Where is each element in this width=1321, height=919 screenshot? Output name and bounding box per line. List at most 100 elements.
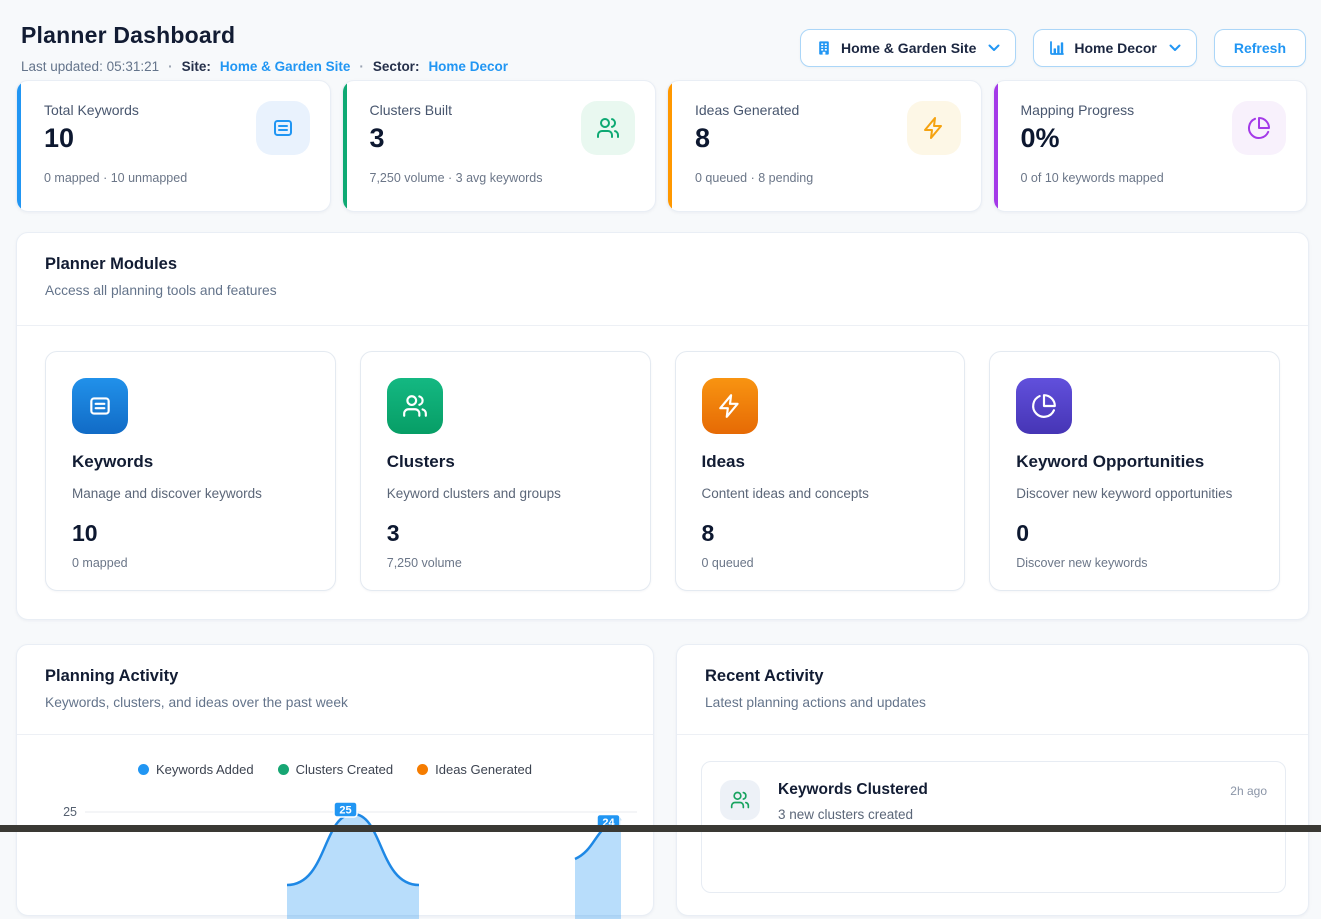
stat-subtext: 0 mapped · 10 unmapped (44, 171, 187, 185)
bar-chart-icon (1049, 40, 1065, 56)
module-card-keyword-opportunities[interactable]: Keyword Opportunities Discover new keywo… (989, 351, 1280, 591)
meta-separator: · (359, 59, 364, 74)
last-updated-text: Last updated: 05:31:21 (21, 59, 159, 74)
stat-card-total-keywords: Total Keywords 10 0 mapped · 10 unmapped (16, 80, 331, 212)
stat-cards-row: Total Keywords 10 0 mapped · 10 unmapped… (16, 80, 1307, 212)
pie-chart-icon (1016, 378, 1072, 434)
planning-activity-card: Planning Activity Keywords, clusters, an… (16, 644, 654, 916)
legend-dot-icon (138, 764, 149, 775)
module-description: Discover new keyword opportunities (1016, 486, 1232, 501)
recent-activity-card: Recent Activity Latest planning actions … (676, 644, 1309, 916)
users-icon (581, 101, 635, 155)
point-label-badge: 25 (334, 802, 357, 817)
planner-modules-panel: Planner Modules Access all planning tool… (16, 232, 1309, 620)
module-value: 3 (387, 520, 400, 547)
module-title: Ideas (702, 452, 745, 472)
stat-label: Clusters Built (370, 102, 452, 118)
stat-card-ideas-generated: Ideas Generated 8 0 queued · 8 pending (667, 80, 982, 212)
legend-item-ideas-generated: Ideas Generated (417, 762, 532, 777)
users-icon (387, 378, 443, 434)
stat-value: 0% (1021, 123, 1060, 154)
legend-label: Ideas Generated (435, 762, 532, 777)
page-title: Planner Dashboard (21, 22, 235, 49)
card-subtitle: Keywords, clusters, and ideas over the p… (45, 695, 348, 710)
module-title: Keywords (72, 452, 153, 472)
stat-subtext: 0 queued · 8 pending (695, 171, 813, 185)
accent-stripe (668, 81, 672, 211)
building-icon (816, 40, 832, 56)
bolt-icon (907, 101, 961, 155)
activity-description: 3 new clusters created (778, 807, 913, 822)
site-link[interactable]: Home & Garden Site (220, 59, 351, 74)
module-card-clusters[interactable]: Clusters Keyword clusters and groups 3 7… (360, 351, 651, 591)
legend-dot-icon (417, 764, 428, 775)
divider (677, 734, 1308, 735)
legend-dot-icon (278, 764, 289, 775)
module-description: Content ideas and concepts (702, 486, 869, 501)
y-axis-tick-25: 25 (63, 805, 77, 819)
card-subtitle: Latest planning actions and updates (705, 695, 926, 710)
module-title: Clusters (387, 452, 455, 472)
page-meta: Last updated: 05:31:21 · Site: Home & Ga… (21, 59, 508, 74)
module-subtext: 0 mapped (72, 556, 128, 570)
meta-separator: · (168, 59, 173, 74)
area-chart: 25 25 24 (37, 795, 641, 919)
accent-stripe (17, 81, 21, 211)
site-dropdown[interactable]: Home & Garden Site (800, 29, 1016, 67)
card-title: Planning Activity (45, 667, 178, 686)
bolt-icon (702, 378, 758, 434)
stat-value: 3 (370, 123, 385, 154)
refresh-button[interactable]: Refresh (1214, 29, 1306, 67)
module-subtext: 7,250 volume (387, 556, 462, 570)
module-card-keywords[interactable]: Keywords Manage and discover keywords 10… (45, 351, 336, 591)
document-icon (256, 101, 310, 155)
activity-title: Keywords Clustered (778, 781, 928, 799)
modules-grid: Keywords Manage and discover keywords 10… (45, 351, 1280, 591)
panel-subtitle: Access all planning tools and features (45, 283, 277, 298)
card-title: Recent Activity (705, 667, 824, 686)
module-title: Keyword Opportunities (1016, 452, 1204, 472)
module-value: 10 (72, 520, 98, 547)
module-description: Manage and discover keywords (72, 486, 262, 501)
activity-timestamp: 2h ago (1230, 784, 1267, 798)
bottom-edge-bar (0, 825, 1321, 832)
accent-stripe (343, 81, 347, 211)
legend-item-clusters-created: Clusters Created (278, 762, 394, 777)
stat-card-clusters-built: Clusters Built 3 7,250 volume · 3 avg ke… (342, 80, 657, 212)
pie-chart-icon (1232, 101, 1286, 155)
accent-stripe (994, 81, 998, 211)
module-card-ideas[interactable]: Ideas Content ideas and concepts 8 0 que… (675, 351, 966, 591)
module-value: 8 (702, 520, 715, 547)
module-subtext: 0 queued (702, 556, 754, 570)
sector-dropdown-label: Home Decor (1074, 40, 1156, 56)
legend-label: Clusters Created (296, 762, 394, 777)
svg-text:25: 25 (339, 805, 351, 817)
stat-card-mapping-progress: Mapping Progress 0% 0 of 10 keywords map… (993, 80, 1308, 212)
divider (17, 325, 1308, 326)
chart-legend: Keywords Added Clusters Created Ideas Ge… (17, 762, 653, 777)
sector-dropdown[interactable]: Home Decor (1033, 29, 1196, 67)
sector-link[interactable]: Home Decor (428, 59, 508, 74)
divider (17, 734, 653, 735)
site-dropdown-label: Home & Garden Site (841, 40, 976, 56)
stat-label: Total Keywords (44, 102, 139, 118)
sector-label: Sector: (373, 59, 420, 74)
module-subtext: Discover new keywords (1016, 556, 1147, 570)
stat-value: 10 (44, 123, 74, 154)
stat-value: 8 (695, 123, 710, 154)
stat-label: Mapping Progress (1021, 102, 1135, 118)
header-actions: Home & Garden Site Home Decor Refresh (800, 29, 1306, 67)
module-description: Keyword clusters and groups (387, 486, 561, 501)
site-label: Site: (182, 59, 211, 74)
document-icon (72, 378, 128, 434)
stat-subtext: 7,250 volume · 3 avg keywords (370, 171, 543, 185)
chevron-down-icon (1169, 44, 1181, 52)
module-value: 0 (1016, 520, 1029, 547)
panel-title: Planner Modules (45, 255, 177, 274)
legend-label: Keywords Added (156, 762, 254, 777)
stat-label: Ideas Generated (695, 102, 799, 118)
users-icon (720, 780, 760, 820)
stat-subtext: 0 of 10 keywords mapped (1021, 171, 1164, 185)
chevron-down-icon (988, 44, 1000, 52)
legend-item-keywords-added: Keywords Added (138, 762, 254, 777)
